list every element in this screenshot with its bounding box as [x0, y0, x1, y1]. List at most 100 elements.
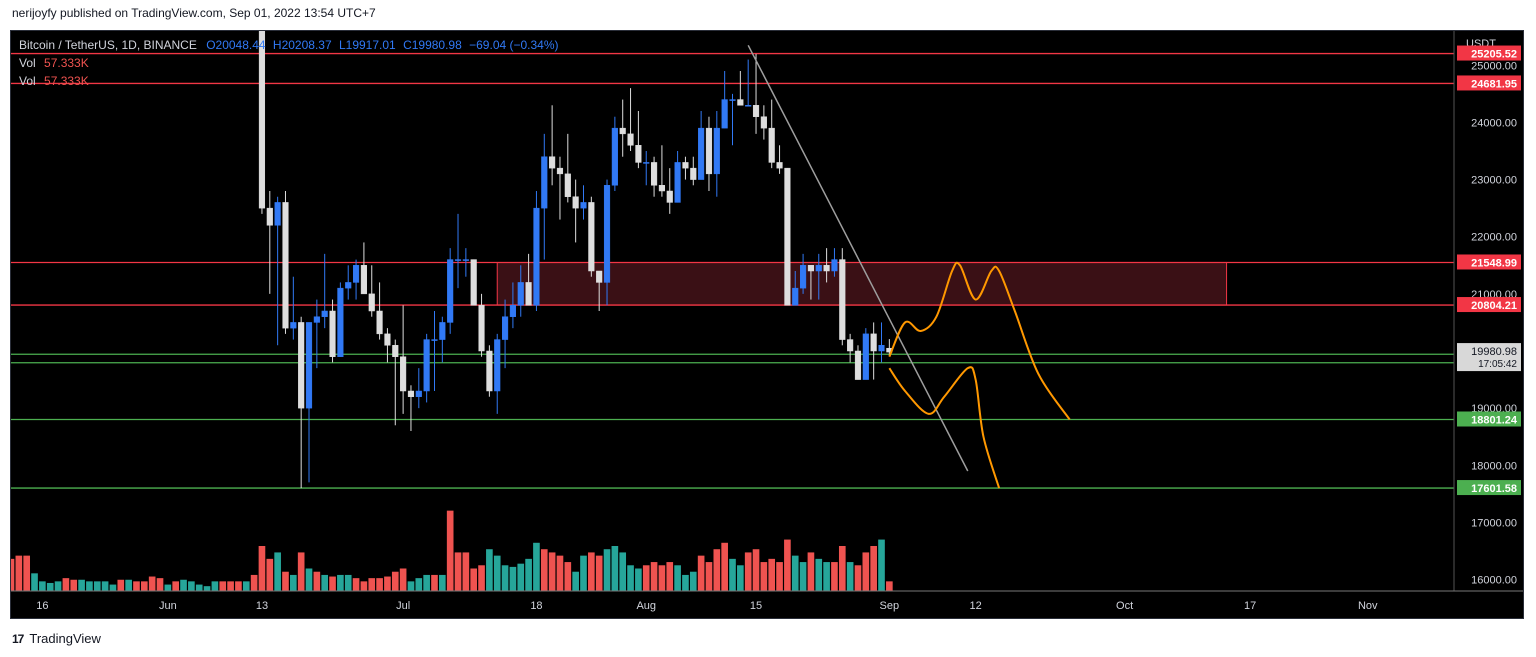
volume-bar: [595, 555, 603, 591]
candle-body: [870, 333, 877, 352]
candle-body: [274, 202, 281, 226]
volume-bar: [305, 568, 313, 591]
level-tag-label: 20804.21: [1471, 300, 1517, 312]
volume-bar: [93, 581, 101, 591]
volume-bar: [548, 552, 556, 591]
change-value: −69.04 (−0.34%): [469, 38, 558, 52]
candle-body: [603, 185, 611, 283]
candle-body: [737, 99, 744, 106]
svg-text:Vol 57.333K: Vol 57.333K: [19, 74, 89, 88]
level-tag-bg: [1457, 297, 1521, 313]
candle-body: [454, 259, 462, 261]
volume-bar: [744, 552, 752, 591]
volume-bar: [807, 552, 815, 591]
vol-label-2: Vol: [19, 74, 36, 88]
volume-bar: [713, 549, 721, 591]
volume-bar: [509, 566, 517, 591]
volume-bar: [431, 574, 438, 591]
candle-body: [831, 259, 838, 272]
symbol-label: Bitcoin / TetherUS, 1D, BINANCE: [19, 38, 197, 52]
chart-frame[interactable]: USDT 16000.0017000.0018000.0019000.00200…: [7, 0, 1524, 619]
candle-body: [713, 127, 720, 175]
volume-bar: [815, 558, 823, 591]
volume-bar: [117, 579, 125, 591]
x-tick-label: 17: [1244, 600, 1256, 612]
candle-body: [266, 207, 273, 226]
candle-body: [611, 127, 618, 186]
volume-bar: [697, 555, 705, 591]
candle-body: [768, 127, 775, 163]
volume-bar: [493, 555, 501, 591]
y-tick-label: 24000.00: [1471, 117, 1517, 129]
volume-bar: [219, 581, 227, 591]
candle-body: [752, 105, 760, 117]
candle-body: [423, 339, 430, 392]
candle-body: [525, 282, 532, 306]
volume-bar: [313, 571, 321, 591]
candle-body: [572, 196, 579, 209]
volume-bar: [125, 579, 132, 591]
volume-bar: [344, 574, 352, 591]
legend-header: Bitcoin / TetherUS, 1D, BINANCE O20048.4…: [19, 38, 559, 88]
volume-bar: [407, 581, 415, 591]
volume-bar: [164, 584, 172, 591]
candle-body: [313, 316, 320, 323]
candle-body: [541, 156, 548, 209]
vol-value-1: 57.333K: [44, 56, 89, 70]
volume-bar: [297, 552, 305, 591]
volume-bar: [203, 586, 211, 591]
volume-layer: [7, 510, 893, 591]
candle-body: [635, 145, 642, 163]
candle-body: [698, 127, 705, 180]
candle-body: [478, 305, 485, 352]
volume-bar: [180, 579, 187, 591]
x-tick-label: Jul: [396, 600, 410, 612]
low-value: L19917.01: [339, 38, 396, 52]
volume-bar: [415, 578, 423, 591]
candle-body: [494, 339, 501, 392]
candlestick-chart[interactable]: USDT 16000.0017000.0018000.0019000.00200…: [7, 0, 1523, 618]
volume-bar: [140, 581, 148, 591]
svg-text:Bitcoin / TetherUS, 1D, BINANC: Bitcoin / TetherUS, 1D, BINANCE O20048.4…: [19, 38, 559, 52]
x-tick-label: 18: [530, 600, 542, 612]
candle-body: [337, 287, 344, 357]
countdown-label: 17:05:42: [1478, 359, 1517, 370]
level-tag-bg: [1457, 75, 1521, 91]
volume-bar: [156, 578, 164, 591]
candle-body: [509, 305, 516, 317]
volume-bar: [760, 562, 768, 591]
volume-bar: [752, 549, 760, 591]
levels-layer: [11, 52, 1454, 489]
high-value: H20208.37: [273, 38, 332, 52]
volume-bar: [109, 584, 117, 591]
x-tick-label: 13: [256, 600, 268, 612]
x-tick-label: 16: [36, 600, 48, 612]
candle-body: [839, 259, 846, 340]
x-tick-label: Nov: [1358, 600, 1378, 612]
candle-body: [368, 293, 375, 312]
open-value: O20048.44: [206, 38, 266, 52]
candle-body: [549, 156, 556, 169]
volume-bar: [321, 574, 329, 591]
volume-bar: [689, 571, 697, 591]
volume-bar: [70, 579, 78, 591]
candle-body: [705, 127, 713, 175]
volume-bar: [274, 552, 281, 591]
volume-bar: [533, 542, 540, 591]
price-tags-layer: 25205.5224681.9521548.9920804.2119943.24…: [1457, 45, 1521, 496]
candle-body: [580, 202, 587, 209]
current-price-label: 19980.98: [1471, 346, 1517, 358]
volume-bar: [62, 578, 70, 591]
volume-bar: [721, 542, 728, 591]
volume-bar: [172, 581, 180, 591]
candle-body: [501, 316, 509, 340]
candle-body: [674, 162, 681, 203]
volume-bar: [525, 558, 532, 591]
candle-body: [760, 116, 767, 129]
volume-bar: [784, 539, 791, 591]
candle-body: [745, 105, 752, 107]
candle-body: [400, 356, 407, 392]
volume-bar: [439, 574, 446, 591]
volume-bar: [588, 552, 595, 591]
candle-body: [305, 322, 313, 409]
